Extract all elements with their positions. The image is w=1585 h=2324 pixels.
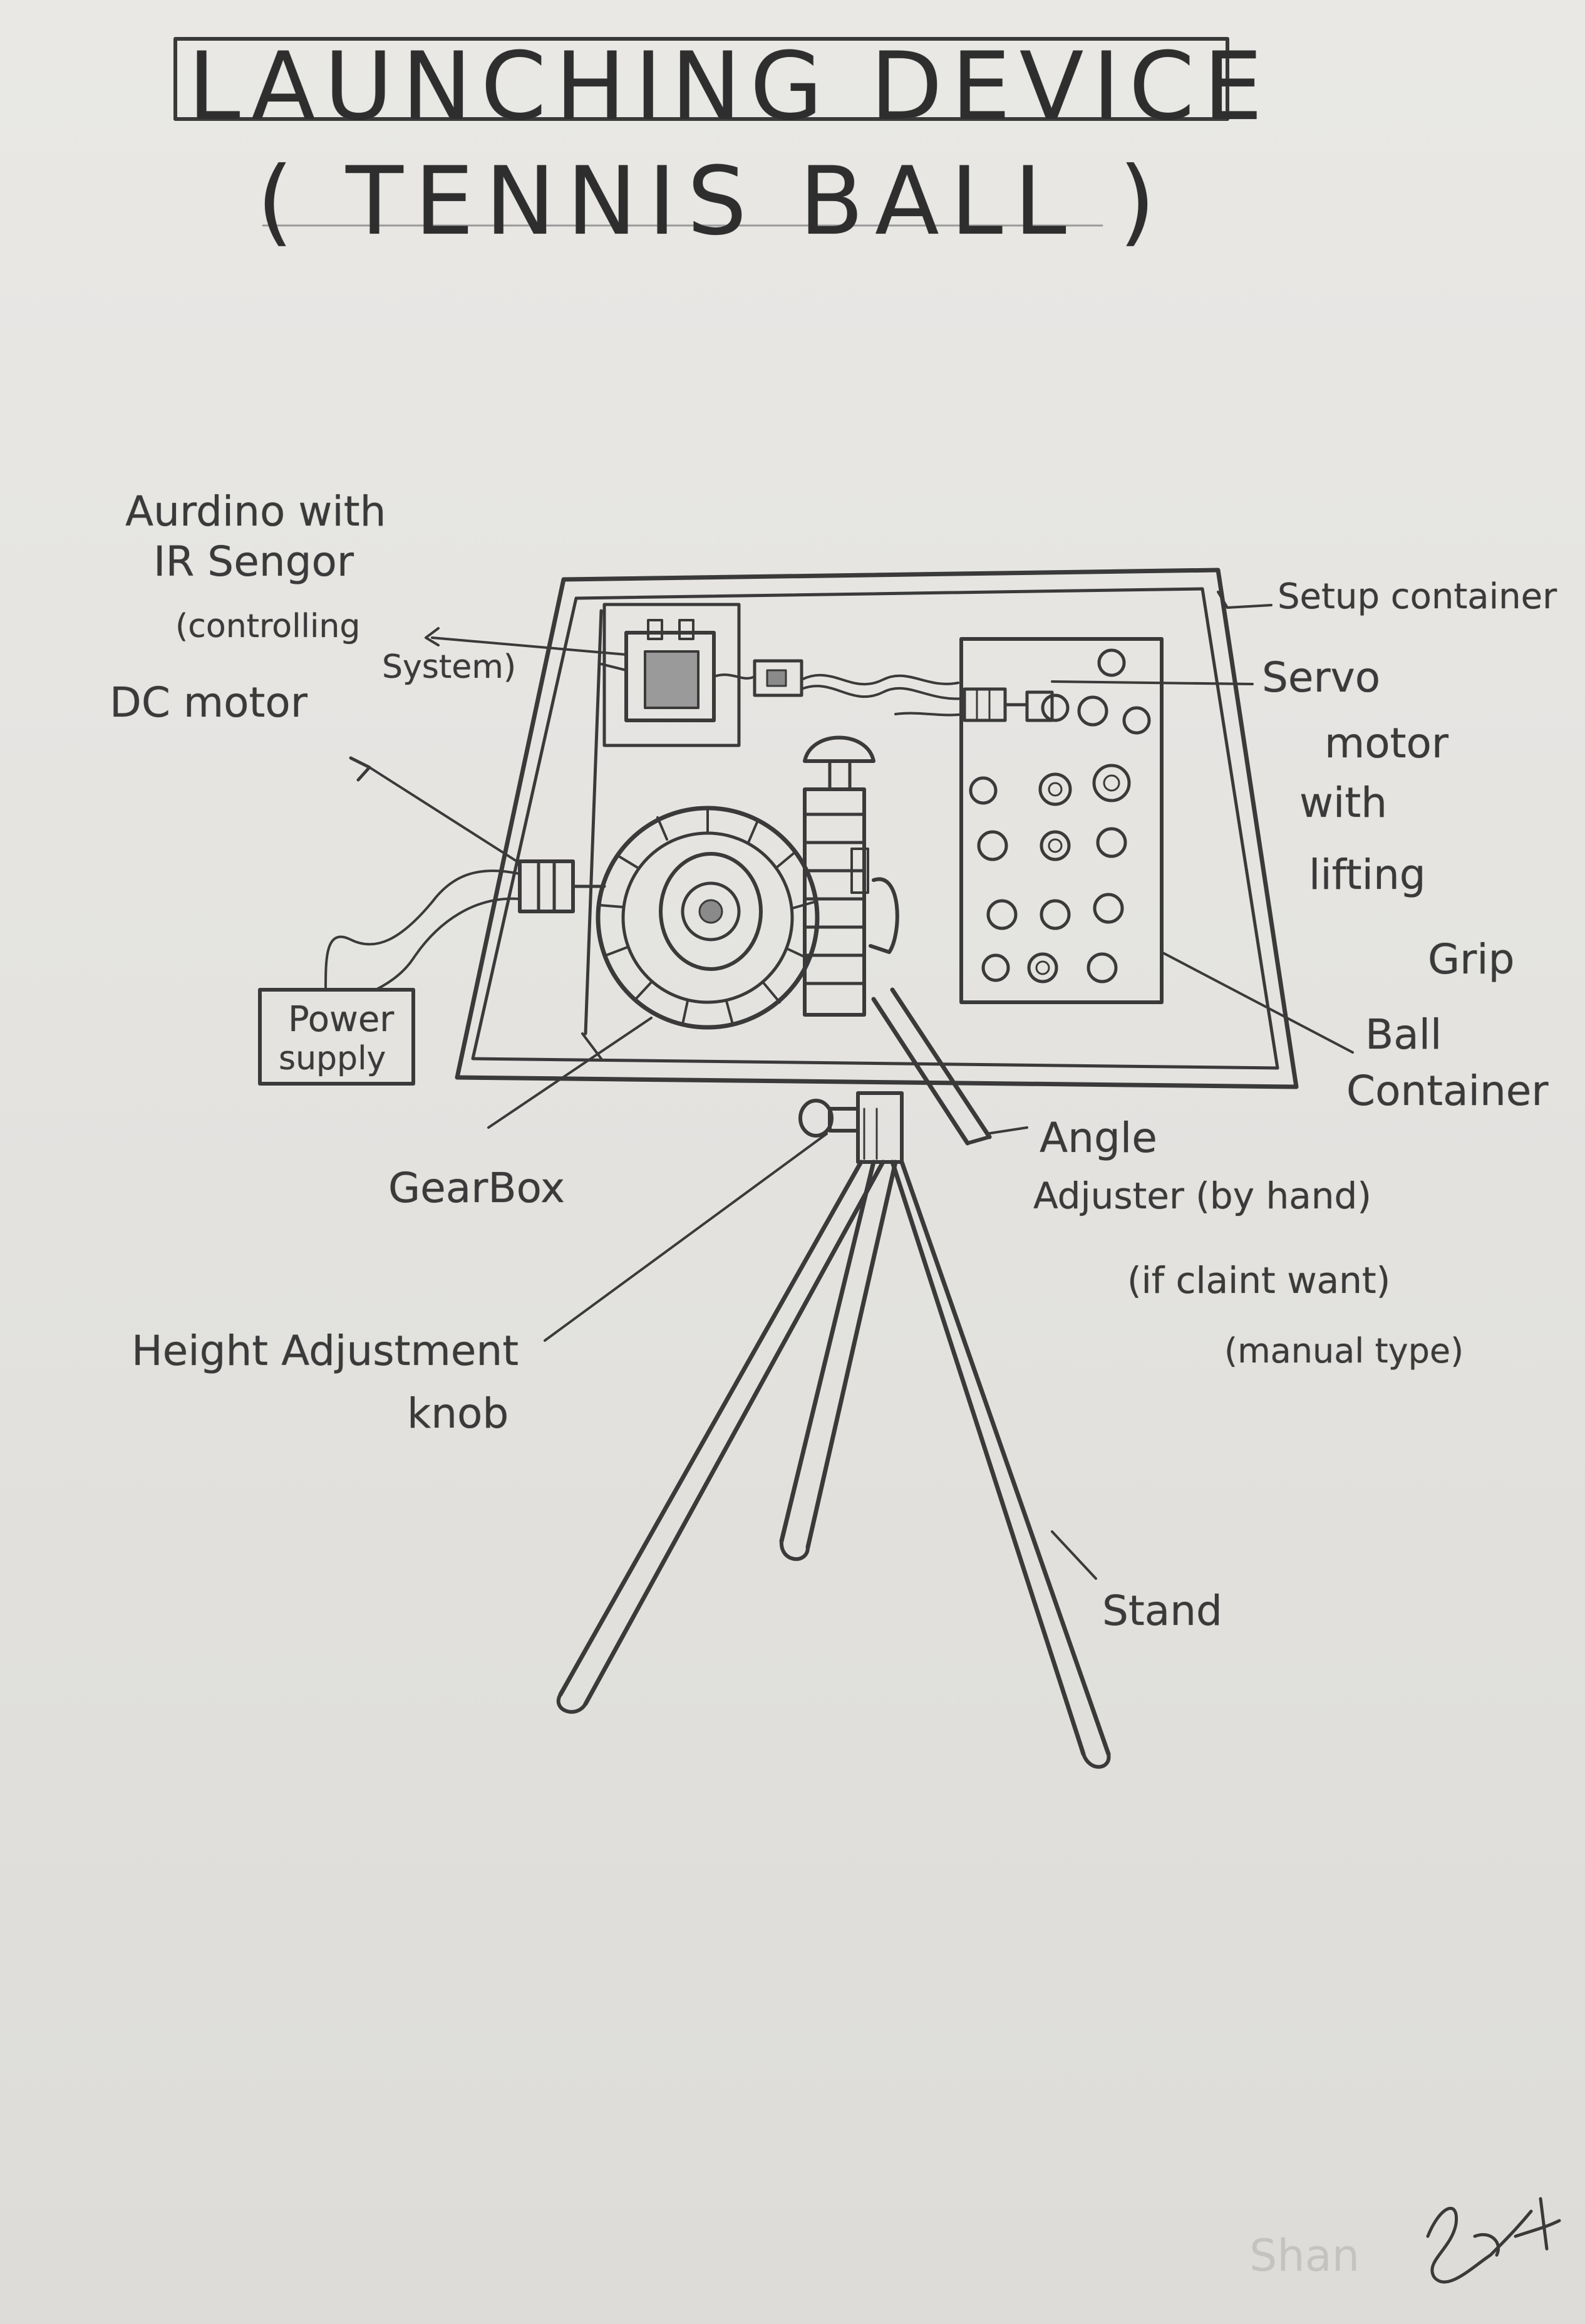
label-angle-line-2: Adjuster (by hand): [1033, 1175, 1371, 1217]
label-servo-line-4: lifting: [1309, 851, 1426, 899]
label-dc-motor: DC motor: [110, 678, 307, 727]
angle-adjuster-handle: [871, 987, 992, 1146]
label-servo-line-5: Grip: [1428, 935, 1515, 983]
label-ball-line-2: Container: [1346, 1067, 1549, 1115]
label-gearbox: GearBox: [388, 1164, 565, 1212]
setup-container-frame: [455, 568, 1299, 1089]
launcher-rack: [803, 735, 899, 1017]
title-line-1: LAUNCHING DEVICE: [188, 33, 1272, 142]
servo-motor: [963, 687, 1054, 722]
label-servo-line-3: with: [1299, 779, 1388, 827]
label-height-line-2: knob: [407, 1389, 509, 1438]
label-power-line-1: Power: [288, 999, 395, 1040]
label-servo-line-1: Servo: [1262, 653, 1381, 702]
arduino-controller: [600, 603, 741, 747]
tripod-stand: [556, 1091, 1111, 1769]
signature-name: Shan: [1249, 2230, 1360, 2281]
signature-scribble: [1426, 2197, 1561, 2284]
label-power-line-2: supply: [279, 1040, 386, 1077]
label-angle-line-1: Angle: [1040, 1114, 1157, 1162]
gear-box: [596, 806, 820, 1030]
label-stand: Stand: [1102, 1587, 1222, 1635]
leader-lines: [349, 591, 1354, 1580]
label-arduino-line-4: System): [382, 648, 517, 686]
power-supply: [258, 869, 521, 1086]
label-ball-line-1: Ball: [1365, 1010, 1442, 1059]
ball-container: [959, 637, 1164, 1004]
label-arduino-line-3: (controlling: [175, 608, 361, 645]
label-arduino-line-1: Aurdino with: [125, 487, 386, 536]
ir-sensor-and-wires: [713, 659, 966, 717]
label-servo-line-2: motor: [1324, 719, 1449, 767]
label-angle-line-3: (if claint want): [1127, 1259, 1391, 1302]
label-setup-container: Setup container: [1278, 576, 1557, 617]
label-height-line-1: Height Adjustment: [132, 1327, 519, 1375]
dc-motor: [518, 859, 606, 913]
label-angle-line-4: (manual type): [1224, 1331, 1464, 1371]
label-arduino-line-2: IR Sengor: [153, 537, 354, 586]
title-line-2: ( TENNIS BALL ): [257, 147, 1167, 256]
title-frame: [173, 37, 1229, 121]
